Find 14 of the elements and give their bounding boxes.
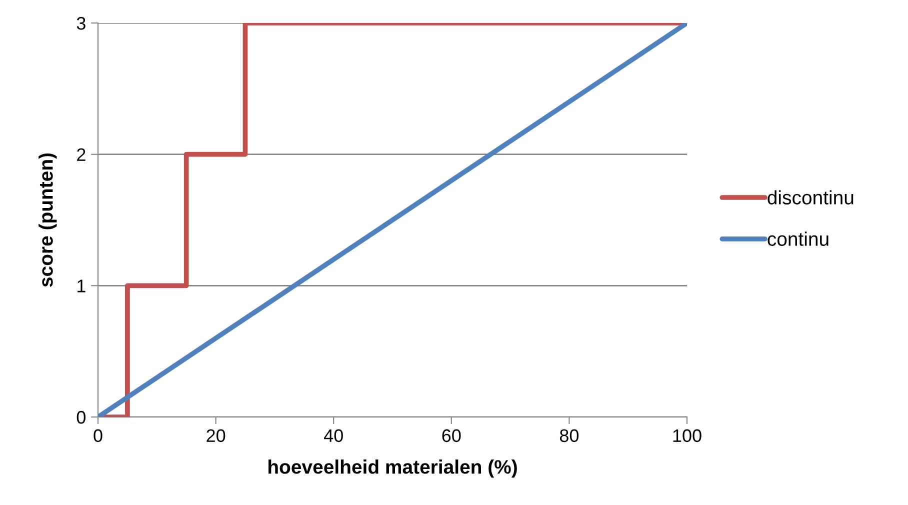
y-tick-label: 2: [77, 148, 86, 161]
x-tick-label: 60: [442, 429, 461, 442]
x-tick-label: 100: [673, 429, 702, 442]
x-tick-label: 40: [324, 429, 343, 442]
x-axis-title: hoeveelheid materialen (%): [268, 460, 517, 478]
x-tick-label: 80: [560, 429, 579, 442]
y-axis-title: score (punten): [38, 153, 57, 287]
y-tick-label: 0: [76, 410, 86, 424]
y-tick-label: 1: [78, 280, 86, 292]
legend-label: continu: [768, 232, 828, 246]
y-tick-label: 3: [76, 16, 86, 30]
x-tick-label: 20: [206, 429, 226, 442]
x-tick-label: 0: [94, 429, 102, 442]
legend-label: discontinu: [768, 190, 854, 204]
